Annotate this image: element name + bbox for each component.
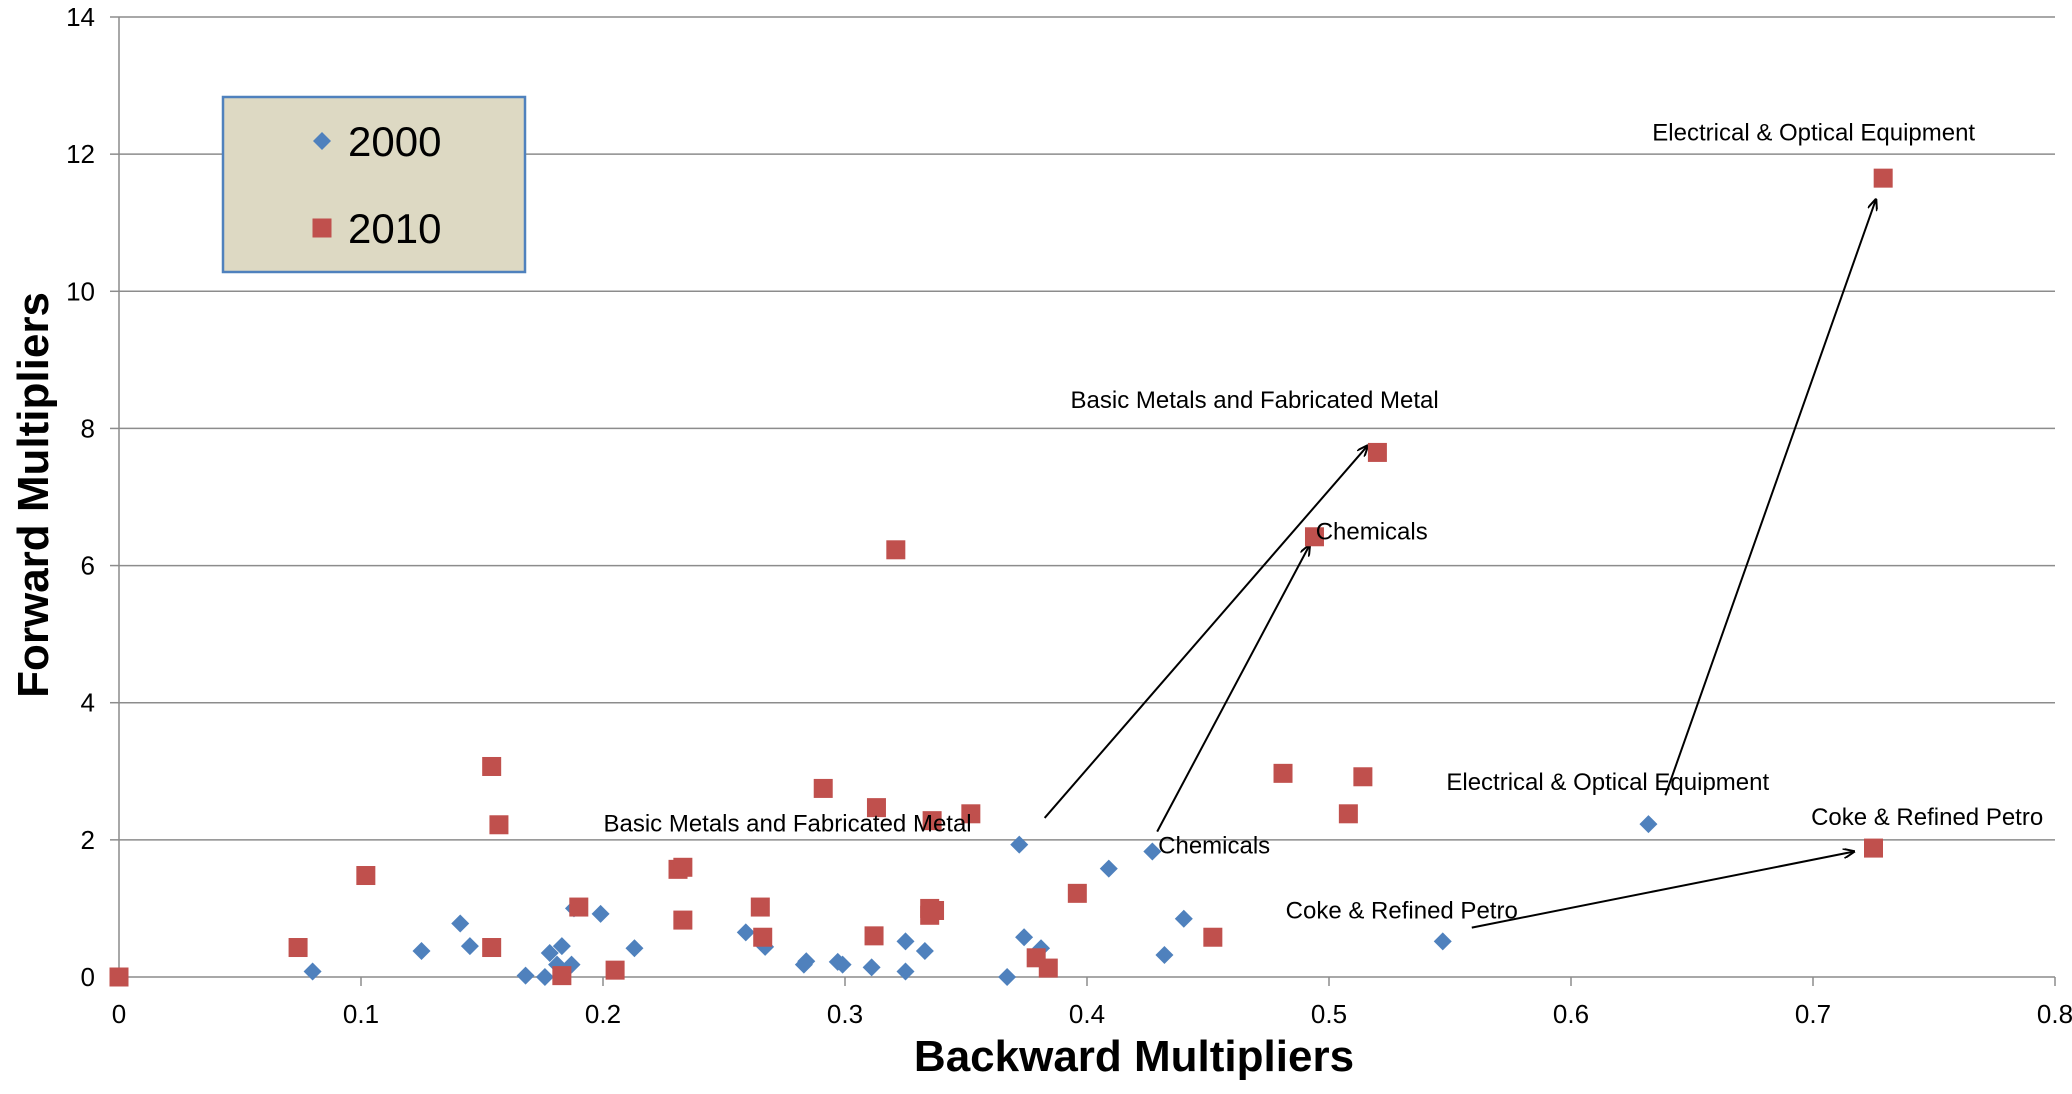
data-point-2010 xyxy=(753,927,773,947)
y-tick-label: 12 xyxy=(66,139,95,169)
y-tick-label: 2 xyxy=(81,825,95,855)
x-axis-title: Backward Multipliers xyxy=(914,1032,1354,1081)
data-point-2010 xyxy=(1338,804,1358,824)
data-point-2010 xyxy=(925,900,945,920)
data-point-2010 xyxy=(922,811,942,831)
x-tick-label: 0.4 xyxy=(1069,999,1105,1029)
data-point-2010 xyxy=(489,815,509,835)
annotation-arrow xyxy=(1471,852,1854,929)
data-point-2010 xyxy=(813,778,833,798)
data-point-2000 xyxy=(1010,835,1029,854)
data-point-2010 xyxy=(1203,927,1223,947)
annotation-label: Electrical & Optical Equipment xyxy=(1652,119,1975,146)
data-point-2010 xyxy=(605,960,625,980)
annotation-label: Coke & Refined Petro xyxy=(1286,898,1518,925)
data-point-2000 xyxy=(797,952,816,971)
data-point-2000 xyxy=(833,955,852,974)
legend-marker-2000 xyxy=(313,132,331,150)
data-point-2010 xyxy=(482,756,502,776)
annotation-label: Chemicals xyxy=(1158,833,1270,860)
data-point-2010 xyxy=(1864,838,1883,858)
data-point-2000 xyxy=(303,962,322,981)
data-point-2010 xyxy=(552,966,572,986)
data-point-2010 xyxy=(864,926,884,946)
annotation-label: Basic Metals and Fabricated Metal xyxy=(1071,387,1439,414)
data-point-2010 xyxy=(1067,883,1087,903)
data-point-2010 xyxy=(1304,527,1324,547)
data-points xyxy=(109,168,1893,987)
data-point-2000 xyxy=(1015,928,1034,947)
data-point-2010 xyxy=(288,938,308,958)
x-tick-label: 0.8 xyxy=(2037,999,2072,1029)
data-point-2000 xyxy=(896,962,915,981)
data-point-2010 xyxy=(569,897,589,917)
data-point-2000 xyxy=(412,941,431,960)
y-axis-title: Forward Multipliers xyxy=(9,292,58,698)
x-tick-label: 0.2 xyxy=(585,999,621,1029)
data-point-2010 xyxy=(1038,958,1058,978)
x-tick-label: 0.7 xyxy=(1795,999,1831,1029)
data-point-2000 xyxy=(460,937,479,956)
annotation-arrow xyxy=(1156,545,1309,833)
annotation-arrows xyxy=(1043,199,1876,929)
y-tick-label: 8 xyxy=(81,413,95,443)
data-point-2000 xyxy=(625,939,644,958)
legend-label: 2000 xyxy=(348,118,441,165)
data-point-2010 xyxy=(886,540,906,560)
data-point-2000 xyxy=(862,958,881,977)
data-point-2010 xyxy=(866,798,886,818)
data-point-2010 xyxy=(673,857,693,877)
data-point-2000 xyxy=(535,968,554,986)
data-point-2000 xyxy=(451,914,470,933)
annotations: Electrical & Optical Equipment Basic Meta… xyxy=(603,119,2043,924)
y-tick-label: 6 xyxy=(81,551,95,581)
data-point-2010 xyxy=(1873,168,1893,188)
data-point-2000 xyxy=(1174,909,1193,928)
legend-marker-2010 xyxy=(312,218,332,238)
annotation-arrow xyxy=(1664,199,1876,796)
data-point-2000 xyxy=(1639,815,1658,834)
y-tick-label: 0 xyxy=(81,962,95,992)
x-tick-label: 0.5 xyxy=(1311,999,1347,1029)
data-point-2000 xyxy=(591,904,610,923)
x-tick-label: 0.1 xyxy=(343,999,379,1029)
data-point-2000 xyxy=(552,937,571,956)
data-point-2000 xyxy=(736,923,755,942)
data-point-2000 xyxy=(516,966,535,985)
x-tick-label: 0.6 xyxy=(1553,999,1589,1029)
data-point-2010 xyxy=(356,866,376,886)
annotation-label: Electrical & Optical Equipment xyxy=(1446,769,1769,796)
y-tick-label: 4 xyxy=(81,688,95,718)
data-point-2000 xyxy=(915,941,934,960)
annotation-label: Chemicals xyxy=(1316,519,1428,546)
legend-label: 2010 xyxy=(348,205,441,252)
data-point-2000 xyxy=(998,968,1017,986)
y-tick-label: 10 xyxy=(66,276,95,306)
data-point-2000 xyxy=(1433,932,1452,951)
annotation-label: Basic Metals and Fabricated Metal xyxy=(603,811,971,838)
data-point-2010 xyxy=(109,967,129,987)
data-point-2010 xyxy=(1367,442,1387,462)
annotation-arrow xyxy=(1043,446,1368,819)
annotation-label: Coke & Refined Petro xyxy=(1811,804,2043,831)
data-point-2000 xyxy=(1143,842,1162,861)
data-point-2000 xyxy=(1099,859,1118,878)
data-point-2010 xyxy=(482,938,502,958)
data-point-2000 xyxy=(1155,946,1174,965)
y-tick-label: 14 xyxy=(66,2,95,32)
data-point-2010 xyxy=(961,804,981,824)
x-tick-label: 0 xyxy=(112,999,126,1029)
data-point-2000 xyxy=(540,944,559,962)
data-point-2010 xyxy=(750,897,770,917)
legend-box xyxy=(221,95,527,274)
x-tick-label: 0.3 xyxy=(827,999,863,1029)
axes: 0 2 4 6 8 10 12 14 0 0.1 0.2 0.3 0.4 0.5 0.6 0.7 0.8 xyxy=(66,2,2072,1029)
data-point-2000 xyxy=(896,932,915,951)
data-point-2010 xyxy=(1273,763,1293,783)
legend: 2000 2010 xyxy=(221,95,527,274)
data-point-2010 xyxy=(1353,767,1373,787)
data-point-2010 xyxy=(673,910,693,930)
